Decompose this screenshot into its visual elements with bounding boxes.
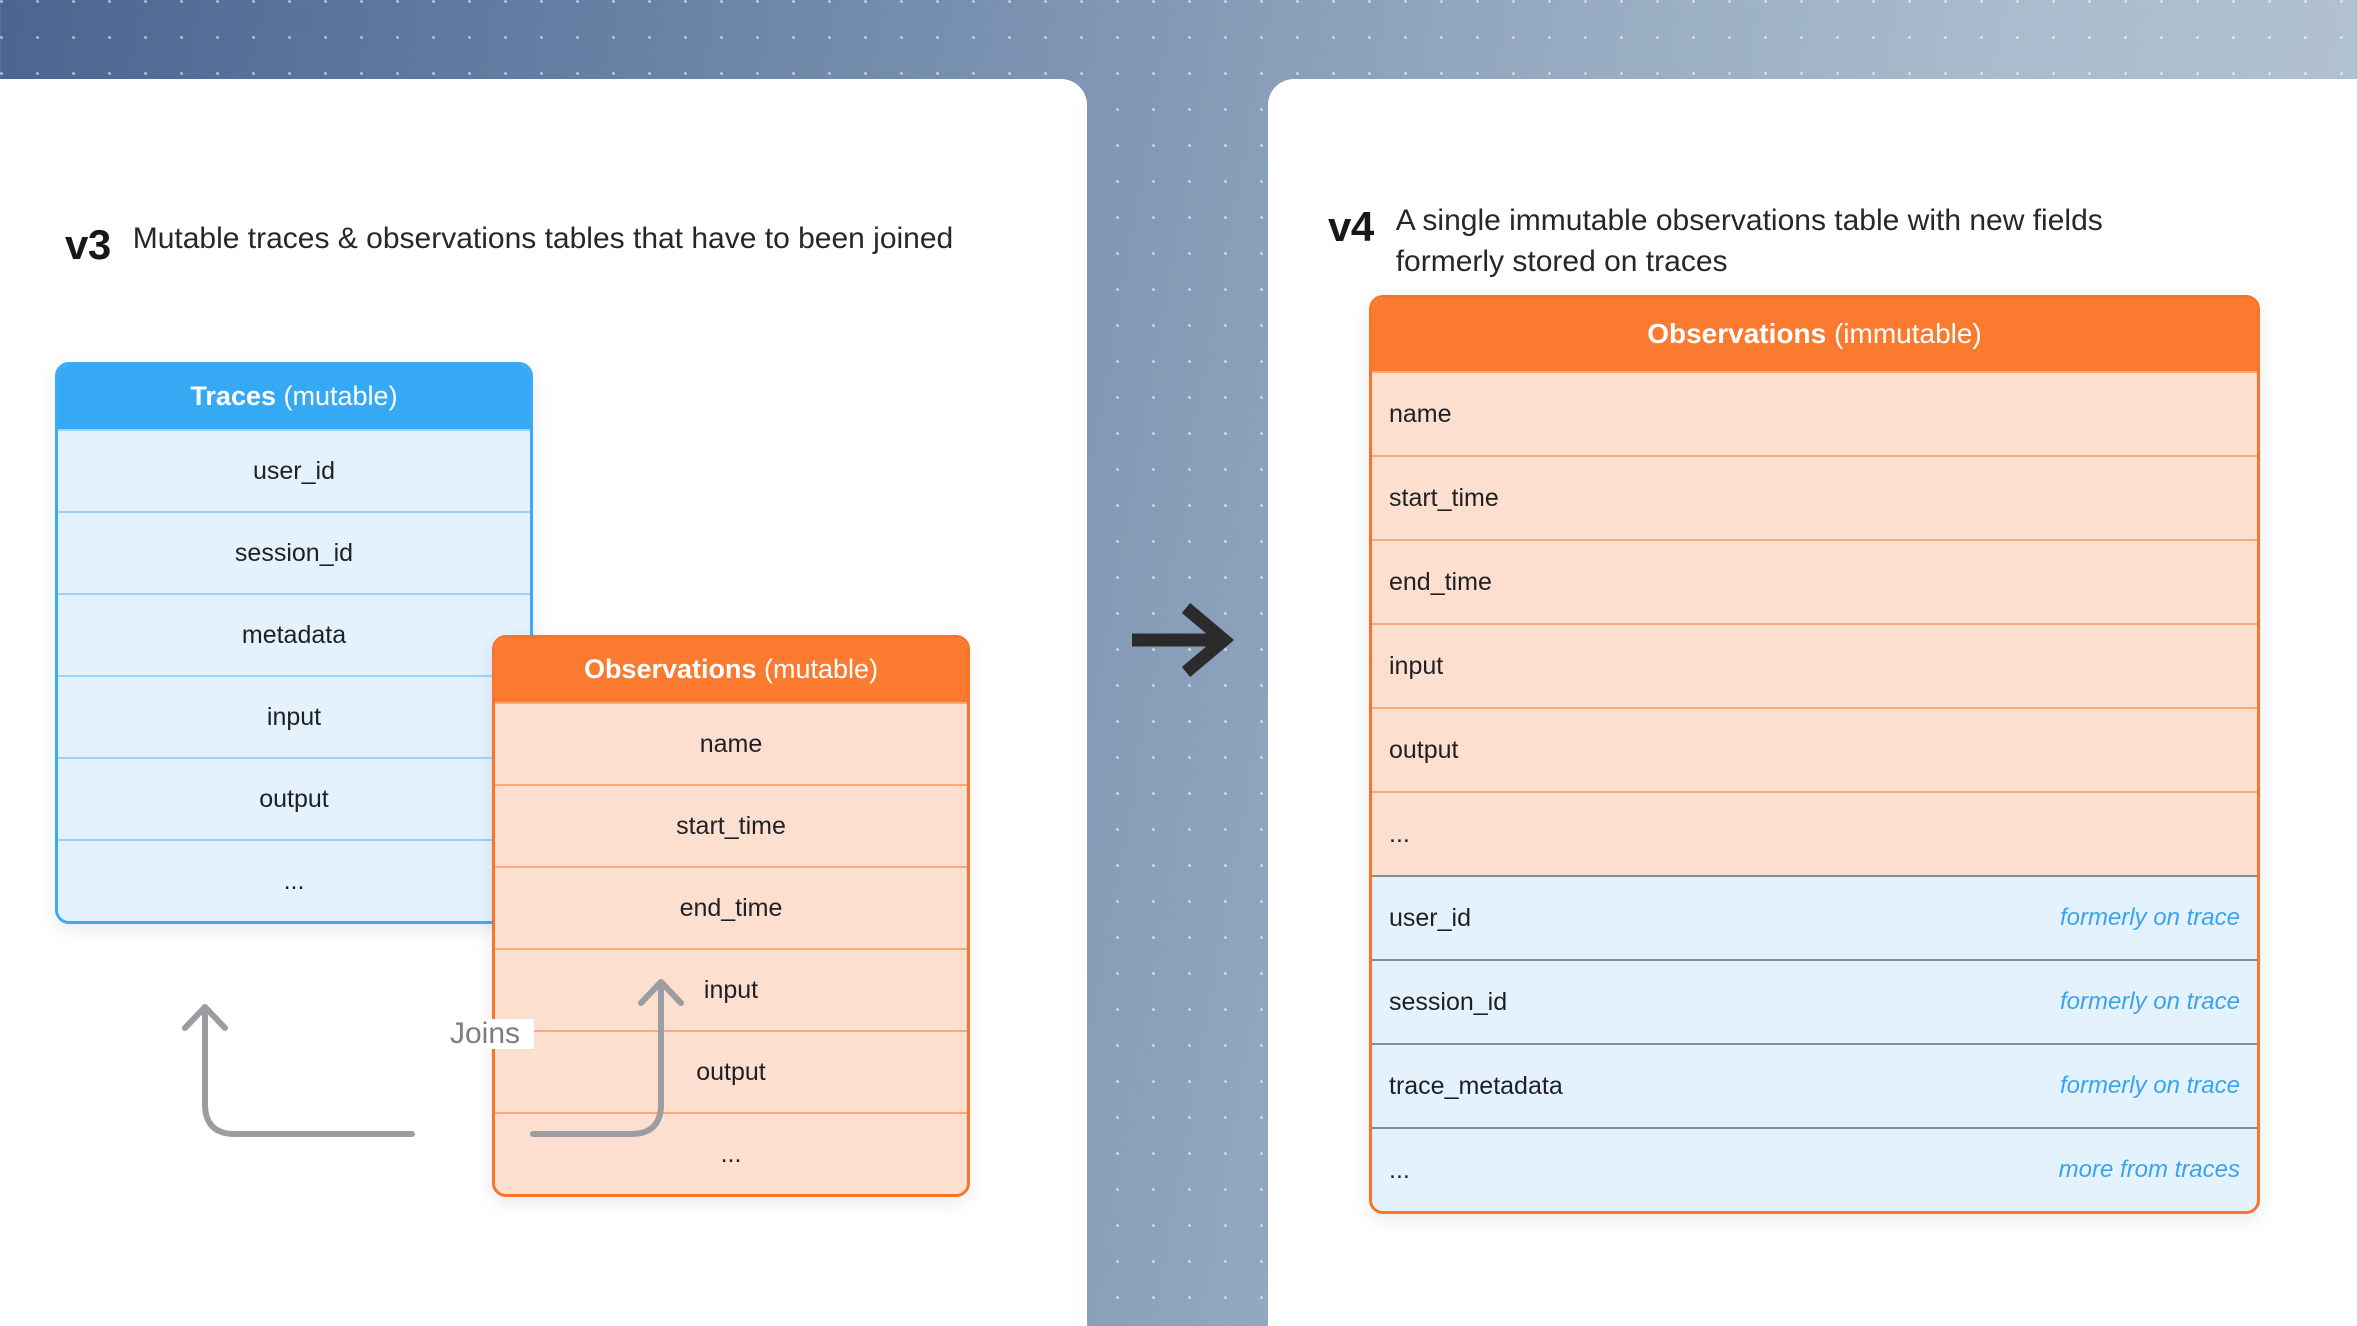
arrow-right-icon [1132, 603, 1235, 677]
table-row: metadata [58, 593, 530, 676]
field-label: start_time [1389, 483, 1499, 512]
table-row: session_id formerly on trace [1372, 959, 2257, 1044]
v4-version-label: v4 [1328, 203, 1374, 250]
traces-table-name: Traces [190, 381, 276, 411]
observations-table-mutability: (immutable) [1833, 318, 1982, 349]
table-row: user_id formerly on trace [1372, 875, 2257, 960]
table-row: input [58, 675, 530, 758]
traces-table-card: Traces (mutable) user_id session_id meta… [55, 362, 533, 925]
field-label: name [1389, 399, 1452, 428]
table-row: input [495, 948, 967, 1031]
field-label: end_time [679, 893, 783, 922]
panel-v3: v3 Mutable traces & observations tables … [0, 79, 1087, 1326]
field-label: user_id [1389, 903, 1471, 932]
field-label: ... [720, 1139, 742, 1168]
table-row: output [58, 757, 530, 840]
table-row: input [1372, 623, 2257, 708]
field-label: input [266, 702, 322, 731]
v3-description: Mutable traces & observations tables tha… [132, 222, 954, 255]
table-row: ... [495, 1112, 967, 1195]
table-row: output [1372, 707, 2257, 792]
table-row: ... more from traces [1372, 1127, 2257, 1212]
field-label: output [1389, 735, 1459, 764]
traces-table-mutability: (mutable) [283, 381, 398, 411]
table-row: output [495, 1030, 967, 1113]
table-row: ... [58, 839, 530, 922]
transition-arrow [1128, 600, 1238, 680]
field-note: more from traces [2058, 1156, 2240, 1184]
table-row: name [1372, 371, 2257, 456]
field-label: ... [283, 866, 305, 895]
field-label: ... [1389, 1155, 1410, 1184]
observations-table-name: Observations [583, 654, 757, 684]
observations-table-mutability: (mutable) [764, 654, 879, 684]
table-row: session_id [58, 511, 530, 594]
field-label: metadata [241, 620, 347, 649]
field-note: formerly on trace [2059, 988, 2240, 1016]
table-row: trace_metadata formerly on trace [1372, 1043, 2257, 1128]
table-row: start_time [495, 784, 967, 867]
table-row: end_time [1372, 539, 2257, 624]
field-label: session_id [234, 538, 354, 567]
table-row: start_time [1372, 455, 2257, 540]
field-label: input [1389, 651, 1444, 680]
joins-label: Joins [436, 1019, 535, 1049]
field-label: session_id [1389, 987, 1508, 1016]
table-row: end_time [495, 866, 967, 949]
field-label: ... [1389, 819, 1410, 848]
table-row: name [495, 702, 967, 785]
traces-table-header: Traces (mutable) [58, 365, 530, 430]
v4-heading: v4 A single immutable observations table… [1328, 201, 2186, 283]
joins-connector: Joins [65, 934, 965, 1234]
field-note: formerly on trace [2059, 904, 2240, 932]
table-row: user_id [58, 429, 530, 512]
field-label: name [699, 729, 763, 758]
field-label: trace_metadata [1389, 1071, 1563, 1100]
v3-version-label: v3 [65, 221, 111, 268]
observations-table-card-v3: Observations (mutable) name start_time e… [492, 635, 970, 1198]
field-note: formerly on trace [2059, 1072, 2240, 1100]
observations-table-header-v4: Observations (immutable) [1372, 298, 2257, 372]
observations-table-card-v4: Observations (immutable) name start_time… [1369, 295, 2260, 1215]
field-label: output [696, 1057, 766, 1086]
observations-table-name: Observations [1647, 318, 1827, 349]
field-label: input [703, 975, 759, 1004]
observations-table-header-v3: Observations (mutable) [495, 638, 967, 703]
field-label: start_time [676, 811, 786, 840]
field-label: output [259, 784, 329, 813]
field-label: user_id [253, 456, 335, 485]
v3-heading: v3 Mutable traces & observations tables … [65, 219, 953, 266]
v4-description: A single immutable observations table wi… [1395, 204, 2103, 278]
joins-connector-icon [182, 979, 684, 1137]
field-label: end_time [1389, 567, 1492, 596]
table-row: ... [1372, 791, 2257, 876]
